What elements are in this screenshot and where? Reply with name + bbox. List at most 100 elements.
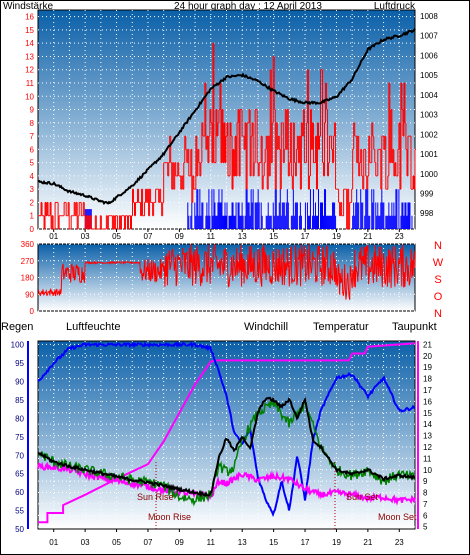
luftfeuchte-tick-label: 75 [15, 433, 24, 442]
temperatur-tick-label: 20 [423, 352, 432, 361]
luftfeuchte-line [37, 340, 415, 518]
compass-label: O [434, 291, 443, 303]
windstaerke-label: Windstärke [3, 1, 53, 12]
direction-tick-label: 270 [21, 257, 35, 266]
windstaerke-tick-label: 6 [30, 145, 35, 154]
windstaerke-tick-label: 14 [25, 39, 34, 48]
temperatur-tick-label: 9 [423, 477, 428, 486]
x-tick-label: 09 [175, 538, 184, 547]
luftdruck-tick-label: 1008 [420, 12, 438, 21]
luftdruck-tick-label: 1001 [420, 150, 438, 159]
x-tick-label: 17 [301, 538, 310, 547]
windstaerke-tick-label: 12 [25, 66, 34, 75]
windstaerke-tick-label: 3 [30, 185, 35, 194]
temperatur-tick-label: 5 [423, 523, 428, 532]
luftdruck-tick-label: 998 [420, 209, 434, 218]
direction-tick-label: 360 [21, 240, 35, 249]
x-tick-label: 21 [363, 232, 372, 241]
direction-tick-label: 0 [30, 307, 35, 316]
x-tick-label: 21 [363, 538, 372, 547]
luftfeuchte-tick-label: 60 [15, 488, 24, 497]
x-tick-label: 23 [395, 232, 404, 241]
windstaerke-tick-label: 0 [30, 225, 35, 234]
x-tick-label: 15 [269, 538, 278, 547]
temperatur-tick-label: 19 [423, 363, 432, 372]
compass-label: W [433, 257, 444, 269]
luftdruck-tick-label: 1004 [420, 91, 438, 100]
direction-tick-label: 90 [25, 290, 34, 299]
regen-label: Regen [1, 321, 33, 333]
regen-line [38, 342, 416, 524]
luftdruck-tick-label: 1006 [420, 51, 438, 60]
x-tick-label: 05 [112, 232, 121, 241]
windstaerke-tick-label: 8 [30, 119, 35, 128]
x-tick-label: 15 [269, 232, 278, 241]
x-tick-label: 07 [144, 538, 153, 547]
luftdruck-label: Luftdruck [374, 1, 416, 12]
luftdruck-tick-label: 1002 [420, 130, 438, 139]
temperatur-tick-label: 8 [423, 489, 428, 498]
windstaerke-tick-label: 7 [30, 132, 35, 141]
moon-rise-label: Moon Rise [148, 512, 191, 522]
windstaerke-tick-label: 13 [25, 52, 34, 61]
x-tick-label: 11 [207, 232, 216, 241]
compass-label: N [434, 240, 442, 252]
moon-set-label: Moon Set [378, 512, 417, 522]
temperatur-tick-label: 15 [423, 409, 432, 418]
temperatur-tick-label: 12 [423, 443, 432, 452]
windstaerke-tick-label: 4 [30, 172, 35, 181]
x-tick-label: 05 [112, 538, 121, 547]
temperatur-tick-label: 10 [423, 466, 432, 475]
luftfeuchte-tick-label: 65 [15, 470, 24, 479]
temperatur-tick-label: 14 [423, 420, 432, 429]
luftfeuchte-tick-label: 55 [15, 507, 24, 516]
windstaerke-tick-label: 9 [30, 106, 35, 115]
compass-label: N [434, 308, 442, 320]
temperatur-tick-label: 21 [423, 340, 432, 349]
x-tick-label: 19 [332, 232, 341, 241]
x-tick-label: 17 [301, 232, 310, 241]
x-tick-label: 01 [49, 232, 58, 241]
luftfeuchte-tick-label: 90 [15, 378, 24, 387]
luftfeuchte-tick-label: 70 [15, 451, 24, 460]
luftfeuchte-tick-label: 100 [11, 341, 25, 350]
luftdruck-tick-label: 999 [420, 189, 434, 198]
luftdruck-tick-label: 1005 [420, 71, 438, 80]
x-tick-label: 13 [238, 538, 247, 547]
x-tick-label: 07 [144, 232, 153, 241]
luftdruck-line [37, 28, 416, 206]
temperatur-tick-label: 6 [423, 511, 428, 520]
chart-title: 24 hour graph day : 12 April 2013 [174, 1, 322, 12]
luftfeuchte-tick-label: 50 [15, 525, 24, 534]
windstaerke-tick-label: 10 [25, 92, 34, 101]
temperature-humidity-panel: Sun Rise Moon Rise Sun Set Moon Set 5055… [11, 340, 433, 547]
temperatur-tick-label: 18 [423, 375, 432, 384]
luftfeuchte-tick-label: 95 [15, 359, 24, 368]
sun-rise-label: Sun Rise [137, 492, 174, 502]
taupunkt-label: Taupunkt [392, 321, 437, 333]
direction-tick-label: 180 [21, 274, 35, 283]
temperatur-line [37, 396, 416, 498]
windstaerke-tick-label: 1 [30, 212, 35, 221]
windstaerke-tick-label: 15 [25, 26, 34, 35]
x-tick-label: 11 [207, 538, 216, 547]
x-tick-label: 03 [81, 538, 90, 547]
temperatur-tick-label: 16 [423, 397, 432, 406]
compass-label: S [434, 274, 441, 286]
windstaerke-tick-label: 2 [30, 198, 35, 207]
temperatur-tick-label: 7 [423, 500, 428, 509]
x-tick-label: 23 [395, 538, 404, 547]
windchill-label: Windchill [244, 321, 288, 333]
temperatur-tick-label: 13 [423, 432, 432, 441]
x-tick-label: 13 [238, 232, 247, 241]
taupunkt-line [37, 461, 416, 506]
x-tick-label: 01 [49, 538, 58, 547]
temperatur-tick-label: 17 [423, 386, 432, 395]
windstaerke-tick-label: 5 [30, 159, 35, 168]
temperatur-label: Temperatur [313, 321, 369, 333]
luftdruck-tick-label: 1007 [420, 32, 438, 41]
